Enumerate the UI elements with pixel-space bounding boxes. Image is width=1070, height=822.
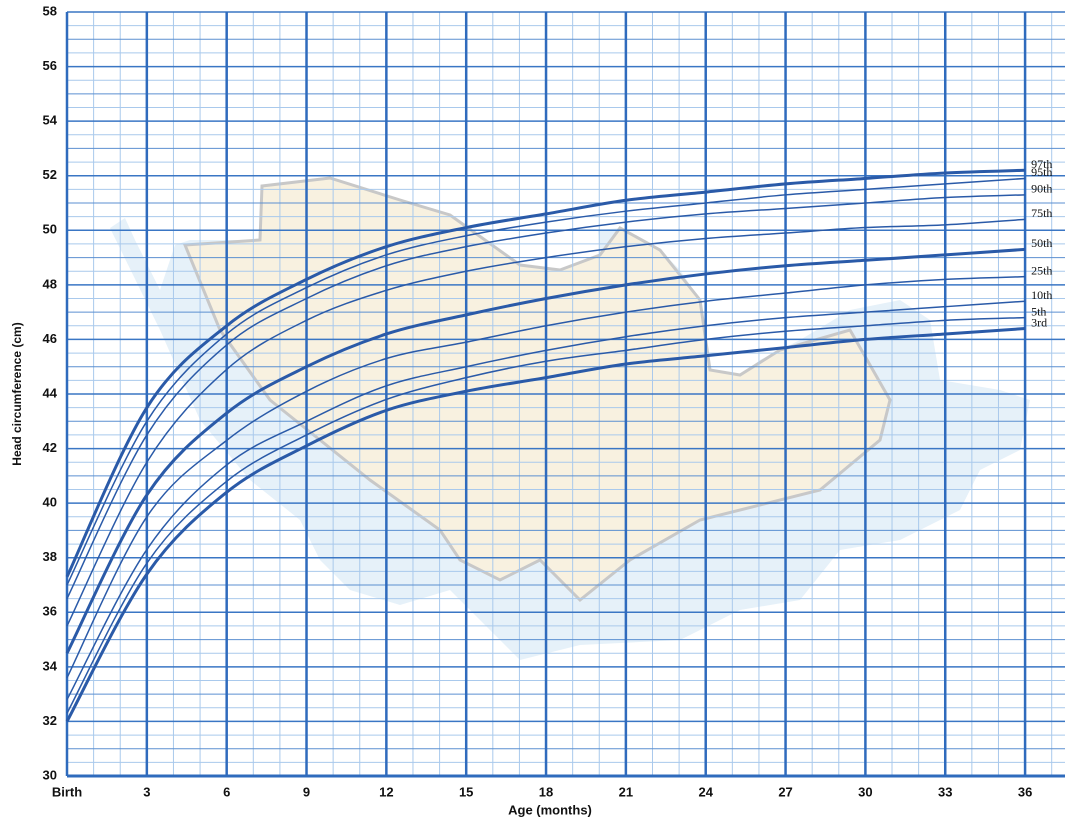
x-tick-label: 12	[379, 784, 393, 799]
y-tick-label: 42	[43, 440, 57, 455]
series-label: 10th	[1031, 288, 1052, 302]
y-tick-label: 52	[43, 167, 57, 182]
series-label: 50th	[1031, 236, 1052, 250]
y-tick-label: 30	[43, 767, 57, 782]
y-axis-title: Head circumference (cm)	[10, 322, 24, 465]
x-tick-label: 36	[1018, 784, 1032, 799]
x-tick-label: 15	[459, 784, 473, 799]
x-tick-label: Birth	[52, 784, 82, 799]
x-tick-label: 6	[223, 784, 230, 799]
series-label: 25th	[1031, 263, 1052, 277]
series-label: 3rd	[1031, 315, 1047, 329]
x-tick-label: 30	[858, 784, 872, 799]
y-tick-label: 36	[43, 604, 57, 619]
x-tick-label: 33	[938, 784, 952, 799]
y-tick-label: 54	[43, 113, 58, 128]
y-tick-label: 58	[43, 3, 57, 18]
y-tick-label: 34	[43, 658, 58, 673]
chart: Age (months) Head circumference (cm) 30 3…	[0, 0, 1070, 822]
x-tick-label: 24	[698, 784, 713, 799]
x-tick-label: 9	[303, 784, 310, 799]
x-tick-label: 18	[539, 784, 553, 799]
y-tick-label: 32	[43, 713, 57, 728]
y-tick-label: 40	[43, 495, 57, 510]
x-tick-label: 3	[143, 784, 150, 799]
x-tick-label: 27	[778, 784, 792, 799]
y-tick-label: 38	[43, 549, 57, 564]
x-axis-title: Age (months)	[508, 802, 592, 817]
y-tick-label: 56	[43, 58, 57, 73]
y-tick-label: 44	[43, 385, 58, 400]
x-tick-label: 21	[619, 784, 633, 799]
y-tick-label: 50	[43, 222, 57, 237]
series-label: 75th	[1031, 206, 1052, 220]
y-tick-label: 48	[43, 276, 57, 291]
y-tick-label: 46	[43, 331, 57, 346]
series-label: 95th	[1031, 165, 1052, 179]
series-label: 90th	[1031, 182, 1052, 196]
